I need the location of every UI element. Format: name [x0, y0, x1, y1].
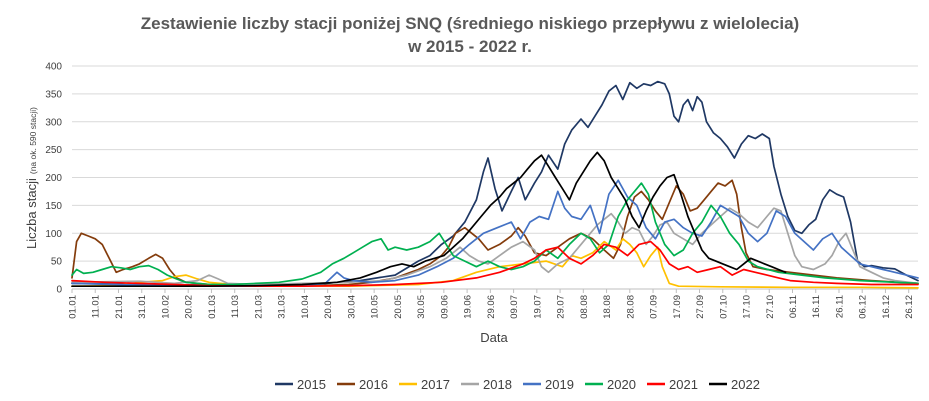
y-axis-title-note: (na ok. 590 stacji)	[28, 107, 38, 174]
y-axis-title: Liczba stacji (na ok. 590 stacji)	[24, 107, 39, 249]
x-axis-ticks: 01.01 11.01 21.01 31.01 10.02 20.02 01.03 11.03…	[68, 289, 915, 319]
series-line-2018	[71, 207, 919, 286]
x-tick-label: 20.05	[393, 295, 404, 319]
y-tick-label: 200	[45, 173, 62, 184]
series-line-2022	[71, 151, 787, 288]
series-line-2020	[71, 182, 919, 286]
y-tick-label: 400	[45, 62, 62, 73]
x-tick-label: 17.10	[742, 295, 753, 319]
y-axis-title-main: Liczba stacji	[24, 178, 39, 249]
x-tick-label: 11.03	[230, 295, 241, 318]
y-tick-label: 350	[45, 89, 62, 100]
chart-subtitle: w 2015 - 2022 r.	[407, 37, 532, 56]
legend: 2015 2016 2017 2018 2019 2020 2021 2022	[275, 377, 760, 392]
x-tick-label: 19.07	[532, 295, 543, 319]
chart-title: Zestawienie liczby stacji poniżej SNQ (ś…	[141, 14, 799, 33]
x-tick-label: 30.04	[346, 295, 357, 319]
x-tick-label: 09.07	[509, 295, 520, 319]
y-tick-label: 100	[45, 229, 62, 240]
y-tick-label: 250	[45, 145, 62, 156]
gridlines	[72, 65, 918, 290]
legend-label-2018: 2018	[483, 377, 512, 392]
legend-label-2020: 2020	[607, 377, 636, 392]
x-tick-label: 31.01	[137, 295, 148, 319]
series-lines	[71, 80, 919, 289]
x-tick-label: 26.11	[834, 295, 845, 318]
x-tick-label: 21.01	[114, 295, 125, 319]
y-tick-label: 50	[51, 257, 63, 268]
legend-label-2021: 2021	[669, 377, 698, 392]
x-tick-label: 19.06	[463, 295, 474, 319]
x-tick-label: 01.03	[207, 295, 218, 319]
x-tick-label: 20.04	[323, 295, 334, 319]
x-tick-label: 06.12	[858, 295, 869, 319]
legend-label-2022: 2022	[731, 377, 760, 392]
x-tick-label: 16.12	[881, 295, 892, 319]
x-tick-label: 20.02	[184, 295, 195, 319]
series-line-2021	[71, 240, 919, 288]
x-axis-title: Data	[480, 330, 508, 345]
x-tick-label: 29.07	[556, 295, 567, 319]
x-tick-label: 26.12	[904, 295, 915, 319]
y-axis-ticks: 0 50 100 150 200 250 300 350 400	[45, 62, 62, 296]
y-tick-label: 0	[56, 285, 62, 296]
x-tick-label: 10.02	[160, 295, 171, 319]
legend-label-2015: 2015	[297, 377, 326, 392]
x-tick-label: 07.10	[718, 295, 729, 319]
series-line-2016	[71, 179, 919, 288]
x-tick-label: 10.04	[300, 295, 311, 319]
x-tick-label: 09.06	[439, 295, 450, 319]
series-line-2019	[71, 179, 919, 288]
x-tick-label: 06.11	[788, 295, 799, 318]
x-tick-label: 31.03	[277, 295, 288, 319]
x-tick-label: 11.01	[91, 295, 102, 318]
x-tick-label: 30.05	[416, 295, 427, 319]
x-tick-label: 10.05	[370, 295, 381, 319]
series-line-2017	[71, 237, 919, 289]
x-tick-label: 27.09	[695, 295, 706, 319]
x-tick-label: 01.01	[68, 295, 79, 319]
x-tick-label: 28.08	[625, 295, 636, 319]
legend-label-2019: 2019	[545, 377, 574, 392]
x-tick-label: 17.09	[672, 295, 683, 319]
legend-label-2017: 2017	[421, 377, 450, 392]
y-tick-label: 150	[45, 201, 62, 212]
x-tick-label: 07.09	[649, 295, 660, 319]
x-tick-label: 29.06	[486, 295, 497, 319]
x-tick-label: 16.11	[811, 295, 822, 318]
x-tick-label: 21.03	[253, 295, 264, 319]
legend-label-2016: 2016	[359, 377, 388, 392]
series-line-2015	[71, 80, 919, 288]
x-tick-label: 27.10	[765, 295, 776, 319]
x-tick-label: 18.08	[602, 295, 613, 319]
y-tick-label: 300	[45, 117, 62, 128]
x-tick-label: 08.08	[579, 295, 590, 319]
